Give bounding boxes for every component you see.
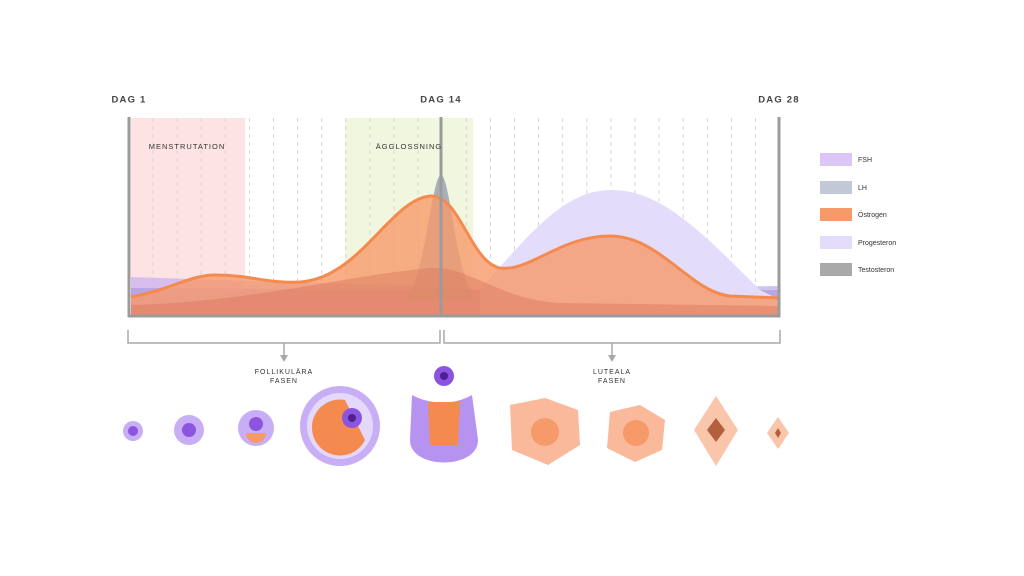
legend-swatch <box>820 208 852 221</box>
legend-swatch <box>820 236 852 249</box>
corpus-luteum <box>531 418 559 446</box>
legend-label: Progesteron <box>858 240 896 247</box>
phase-label: FASEN <box>598 378 626 385</box>
region-label: ÄGGLOSSNING <box>376 142 442 151</box>
corpus-albicans <box>707 418 725 442</box>
legend-label: FSH <box>858 157 872 164</box>
phase-brackets <box>127 330 781 356</box>
corpus-luteum <box>623 420 649 446</box>
ostrogen-fill <box>131 195 780 316</box>
follicle <box>348 414 356 422</box>
bracket <box>443 330 781 344</box>
ostrogen-line <box>130 194 781 300</box>
phase-label: LUTEALA <box>593 369 631 376</box>
day-label: DAG 1 <box>111 95 146 106</box>
arrow-head <box>280 355 288 362</box>
ruptured-follicle <box>428 402 460 445</box>
egg <box>440 372 448 380</box>
phase-label: FASEN <box>270 378 298 385</box>
follicle-row <box>123 366 789 466</box>
follicle <box>128 426 138 436</box>
arrow-head <box>608 355 616 362</box>
follicle <box>246 433 266 443</box>
follicle <box>249 417 263 431</box>
day-label: DAG 14 <box>420 95 462 106</box>
day-label: DAG 28 <box>758 95 800 106</box>
follicle <box>182 423 196 437</box>
legend-label: Testosteron <box>858 267 894 274</box>
region-label: MENSTRUTATION <box>149 142 225 151</box>
phase-label: FOLLIKULÄRA <box>255 368 313 376</box>
bracket <box>127 330 441 344</box>
legend-label: Östrogen <box>858 211 887 219</box>
legend-swatch <box>820 263 852 276</box>
testosteron-curve <box>131 267 780 316</box>
corpus-albicans <box>775 428 781 438</box>
legend: FSH LH Östrogen Progesteron Testosteron <box>820 153 896 276</box>
legend-label: LH <box>858 185 867 192</box>
legend-swatch <box>820 153 852 166</box>
legend-swatch <box>820 181 852 194</box>
